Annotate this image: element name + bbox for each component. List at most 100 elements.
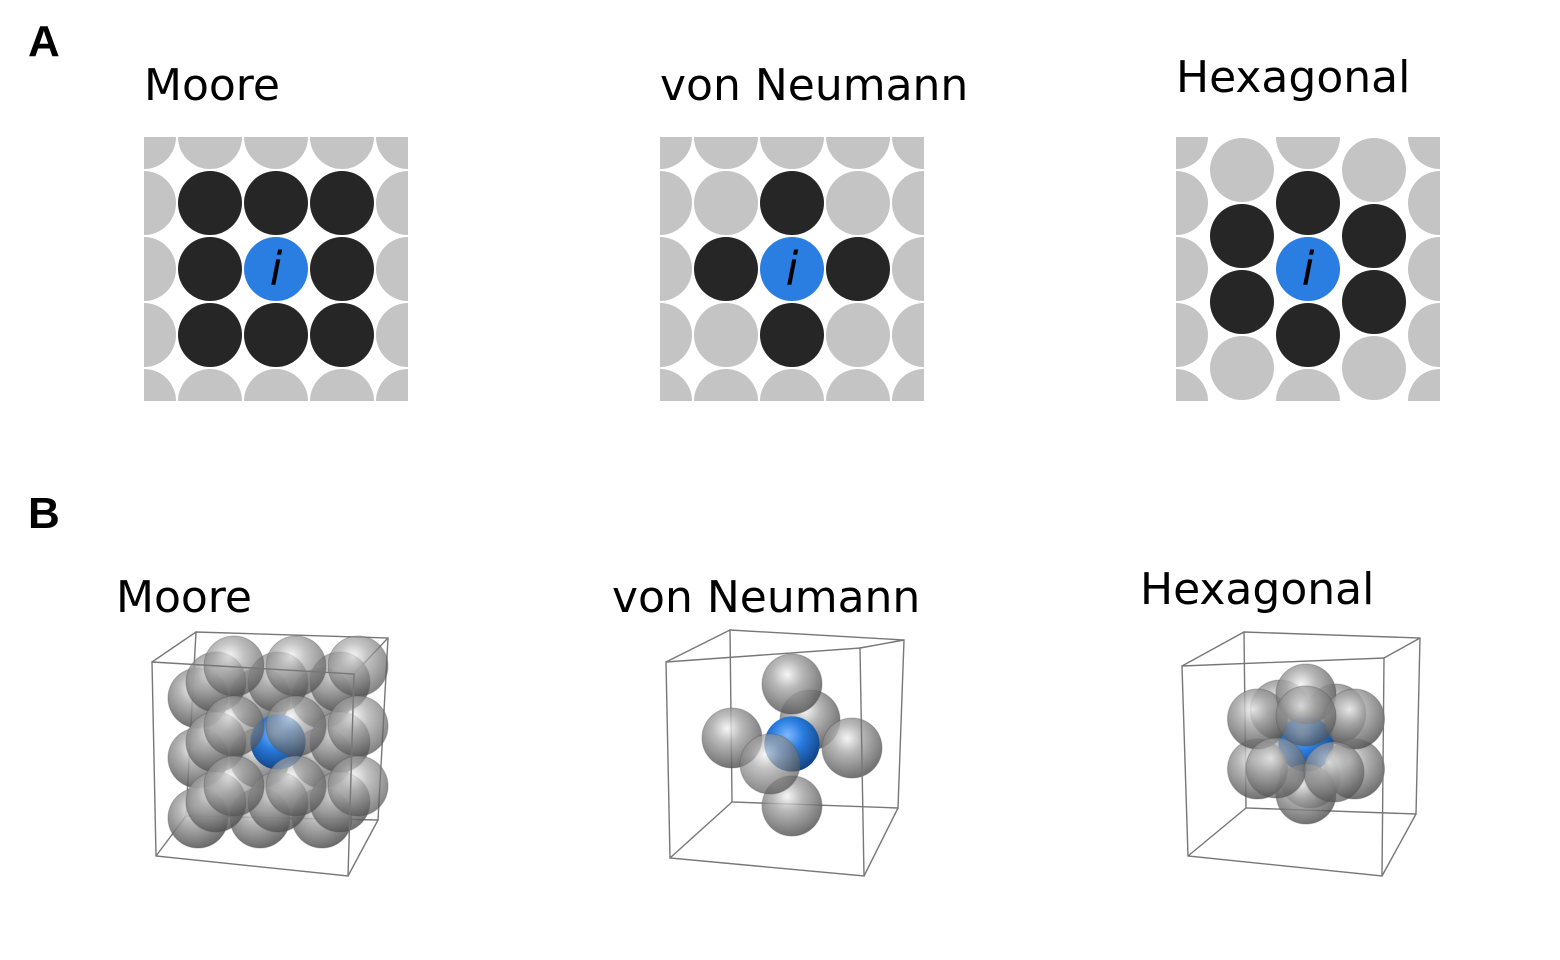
panel-a-moore-title: Moore <box>144 60 280 111</box>
center-cell-label: i <box>786 242 799 296</box>
background-cell <box>1474 534 1538 598</box>
background-cell <box>892 435 956 499</box>
background-cell <box>376 303 408 367</box>
box-edge <box>1381 813 1417 877</box>
background-cell <box>1474 6 1538 70</box>
background-cell <box>442 105 506 169</box>
box-front-face <box>1181 657 1385 877</box>
panel-b-moore-title: Moore <box>116 572 252 623</box>
neighbor-cell <box>760 303 824 367</box>
background-cell <box>694 435 758 499</box>
neighbor-cell <box>310 303 374 367</box>
background-cell <box>144 369 176 401</box>
background-cell <box>562 237 626 301</box>
background-cell <box>1012 0 1076 37</box>
background-cell <box>1176 303 1208 367</box>
background-cell <box>660 303 692 367</box>
background-cell <box>1342 402 1406 466</box>
neighbor-sphere <box>821 717 883 779</box>
background-cell <box>1276 0 1340 37</box>
background-cell <box>1078 270 1142 334</box>
background-cell <box>46 237 110 301</box>
background-cell <box>1012 303 1076 367</box>
background-cell <box>826 137 890 169</box>
background-cell <box>310 137 374 169</box>
background-cell <box>660 171 692 235</box>
background-cell <box>310 369 374 401</box>
box-edge <box>151 631 197 663</box>
neighbor-sphere <box>203 695 265 757</box>
background-cell <box>628 435 692 499</box>
background-cell <box>1342 336 1406 400</box>
background-cell <box>892 303 924 367</box>
background-cell <box>376 137 408 169</box>
background-cell <box>1012 39 1076 103</box>
background-cell <box>1408 237 1440 301</box>
background-cell <box>1540 171 1560 235</box>
background-cell <box>1540 501 1560 565</box>
neighbor-sphere <box>265 635 327 697</box>
background-cell <box>1144 435 1208 499</box>
neighbor-cell <box>1210 204 1274 268</box>
background-cell <box>1408 39 1472 103</box>
background-cell <box>1408 369 1440 401</box>
center-cell-label: i <box>1302 242 1315 296</box>
background-cell <box>826 369 890 401</box>
background-cell <box>442 435 506 499</box>
neighbor-cell <box>1276 303 1340 367</box>
panel-a-hexagonal-title: Hexagonal <box>1176 52 1411 103</box>
background-cell <box>1276 501 1340 565</box>
background-cell <box>660 237 692 301</box>
background-cell <box>562 171 626 235</box>
background-cell <box>1078 72 1142 136</box>
background-cell <box>1408 137 1440 169</box>
background-cell <box>694 171 758 235</box>
background-cell <box>1540 39 1560 103</box>
background-cell <box>244 435 308 499</box>
background-cell <box>1342 468 1406 532</box>
background-cell <box>1176 171 1208 235</box>
background-cell <box>958 171 1022 235</box>
background-cell <box>144 171 176 235</box>
box-front-face <box>151 661 355 877</box>
background-cell <box>958 369 1022 433</box>
background-cell <box>1408 303 1440 367</box>
background-cell <box>760 369 824 401</box>
background-cell <box>442 39 506 103</box>
background-cell <box>144 303 176 367</box>
neighbor-cell <box>310 237 374 301</box>
background-cell <box>1078 138 1142 202</box>
neighbor-cell <box>1210 270 1274 334</box>
background-cell <box>892 369 924 401</box>
background-cell <box>310 39 374 103</box>
background-cell <box>1342 138 1406 202</box>
background-cell <box>178 435 242 499</box>
neighbor-sphere <box>265 755 327 817</box>
background-cell <box>376 39 440 103</box>
background-cell <box>310 435 374 499</box>
background-cell <box>826 303 890 367</box>
moore-2d-neighborhood: i <box>144 137 408 401</box>
background-cell <box>694 369 758 401</box>
panel-a-label: A <box>28 17 60 66</box>
background-cell <box>1210 402 1274 466</box>
background-cell <box>1540 369 1560 433</box>
background-cell <box>1540 303 1560 367</box>
background-cell <box>1078 402 1142 466</box>
neighbor-cell <box>310 171 374 235</box>
background-cell <box>892 171 924 235</box>
background-cell <box>1078 6 1142 70</box>
background-cell <box>46 105 110 169</box>
neighbor-sphere <box>327 635 389 697</box>
background-cell <box>1012 171 1076 235</box>
background-cell <box>1408 501 1472 565</box>
background-cell <box>1276 137 1340 169</box>
background-cell <box>562 303 626 367</box>
background-cell <box>1408 0 1472 37</box>
background-cell <box>958 435 1022 499</box>
background-cell <box>178 137 242 169</box>
background-cell <box>760 435 824 499</box>
background-cell <box>562 369 626 433</box>
background-cell <box>892 137 924 169</box>
neighbor-cell <box>178 303 242 367</box>
